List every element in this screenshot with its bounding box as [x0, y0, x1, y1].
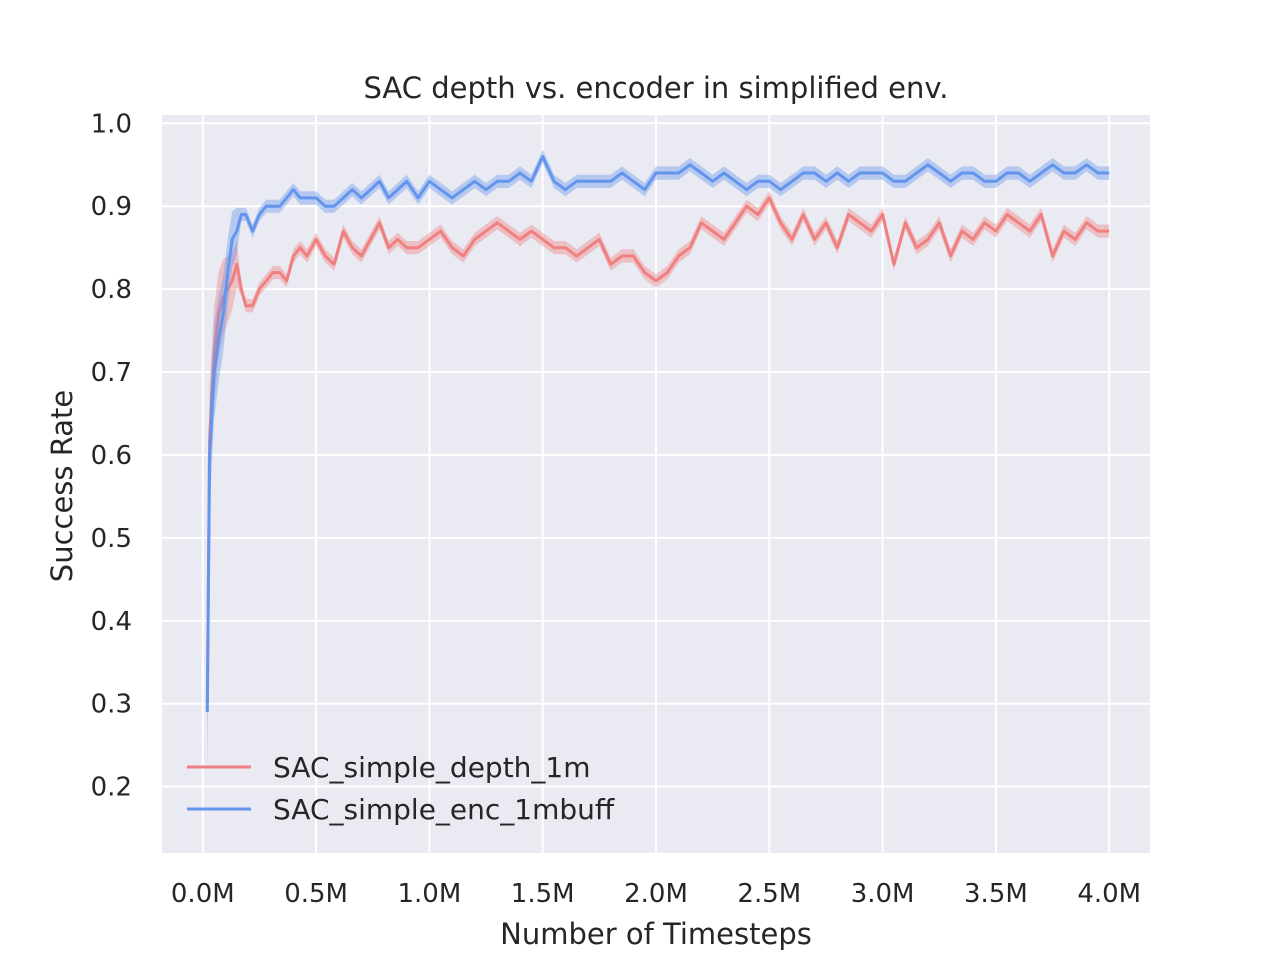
x-tick-label: 0.5M — [284, 879, 348, 909]
x-axis-label: Number of Timesteps — [500, 917, 812, 951]
y-tick-label: 0.7 — [91, 358, 132, 388]
chart-title: SAC depth vs. encoder in simplified env. — [363, 71, 948, 105]
series-line — [205, 155, 1110, 713]
x-tick-label: 4.0M — [1077, 879, 1141, 909]
y-axis-ticks: 0.2 0.3 0.4 0.5 0.6 0.7 0.8 0.9 1.0 — [91, 109, 132, 802]
x-axis-ticks: 0.0M 0.5M 1.0M 1.5M 2.0M 2.5M 3.0M 3.5M 4.0M — [171, 879, 1141, 909]
x-tick-label: 3.5M — [964, 879, 1028, 909]
series-group — [205, 149, 1110, 771]
y-tick-label: 0.5 — [91, 524, 132, 554]
legend: SAC_simple_depth_1m SAC_simple_enc_1mbuff — [187, 751, 615, 826]
series-band — [207, 191, 1110, 762]
legend-label: SAC_simple_depth_1m — [273, 751, 591, 784]
y-tick-label: 0.8 — [91, 275, 132, 305]
y-tick-label: 0.4 — [91, 607, 132, 637]
series-line — [205, 196, 1110, 704]
x-tick-label: 2.5M — [737, 879, 801, 909]
x-tick-label: 1.0M — [398, 879, 462, 909]
legend-label: SAC_simple_enc_1mbuff — [273, 793, 615, 826]
x-tick-label: 1.5M — [511, 879, 575, 909]
series-group — [205, 191, 1110, 762]
y-tick-label: 1.0 — [91, 109, 132, 139]
y-tick-label: 0.3 — [91, 690, 132, 720]
y-tick-label: 0.2 — [91, 773, 132, 803]
series-layer — [205, 149, 1110, 771]
y-axis-label: Success Rate — [45, 390, 79, 582]
y-tick-label: 0.9 — [91, 192, 132, 222]
y-tick-label: 0.6 — [91, 441, 132, 471]
x-tick-label: 3.0M — [851, 879, 915, 909]
x-tick-label: 0.0M — [171, 879, 235, 909]
x-tick-label: 2.0M — [624, 879, 688, 909]
